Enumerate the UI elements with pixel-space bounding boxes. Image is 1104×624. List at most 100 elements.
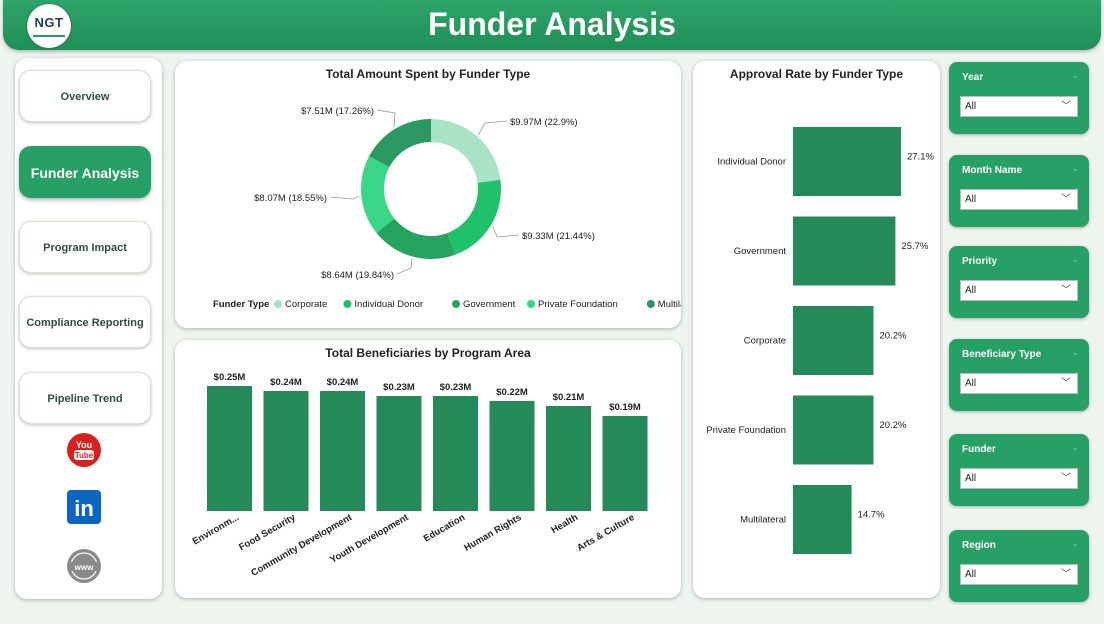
donut-legend-item: Government	[463, 299, 516, 310]
beneficiaries-data-label: $0.24M	[270, 377, 302, 388]
slicer-region: Region ⌄ All ﹀	[949, 530, 1089, 602]
nav-program-impact-button[interactable]: Program Impact	[19, 221, 151, 273]
website-icon-label: www	[74, 563, 94, 572]
beneficiaries-chart-panel: Total Beneficiaries by Program Area $0.2…	[175, 340, 681, 598]
legend-marker	[452, 300, 460, 308]
youtube-icon[interactable]: You Tube	[66, 432, 102, 468]
beneficiaries-data-label: $0.21M	[553, 392, 585, 403]
beneficiaries-data-label: $0.25M	[214, 372, 246, 383]
nav-compliance-reporting-button[interactable]: Compliance Reporting	[19, 296, 151, 348]
nav-pipeline-trend-button[interactable]: Pipeline Trend	[19, 372, 151, 424]
approval-category-label: Individual Donor	[717, 157, 786, 168]
approval-chart-panel: Approval Rate by Funder Type Individual …	[693, 61, 940, 598]
approval-bar	[793, 306, 874, 375]
beneficiaries-category-label: Human Rights	[462, 512, 523, 554]
chevron-down-icon[interactable]: ⌄	[1071, 254, 1079, 264]
slicer-month-dropdown[interactable]: All ﹀	[960, 189, 1078, 210]
donut-leader-line	[329, 195, 360, 200]
beneficiaries-bar	[320, 391, 365, 511]
logo-underline	[33, 35, 65, 37]
beneficiaries-bar	[546, 406, 591, 511]
approval-category-label: Multilateral	[740, 515, 786, 526]
donut-legend-item: Individual Donor	[354, 299, 423, 310]
slicer-priority: Priority ⌄ All ﹀	[949, 246, 1089, 318]
linkedin-icon[interactable]: in	[66, 489, 102, 525]
logo-text: NGT	[34, 15, 64, 30]
beneficiaries-category-label: Environm...	[191, 512, 241, 547]
donut-chart: $9.97M (22.9%) $9.33M (21.44%) $8.64M (19.…	[213, 106, 681, 310]
beneficiaries-data-label: $0.23M	[440, 382, 472, 393]
slicer-month-name: Month Name ⌄ All ﹀	[949, 155, 1089, 227]
slicer-year: Year ⌄ All ﹀	[949, 62, 1089, 134]
approval-bar	[793, 216, 896, 286]
donut-data-label: $7.51M (17.26%)	[301, 106, 374, 117]
approval-data-label: 14.7%	[858, 510, 885, 521]
donut-chart-title: Total Amount Spent by Funder Type	[325, 67, 531, 81]
donut-slice-government	[376, 218, 456, 259]
company-logo: NGT	[27, 4, 71, 48]
legend-marker	[646, 300, 655, 308]
donut-legend-item: Private Foundation	[538, 299, 618, 310]
slicer-beneficiary-dropdown[interactable]: All ﹀	[960, 373, 1078, 394]
beneficiaries-bar	[207, 386, 252, 511]
beneficiaries-bar	[263, 391, 309, 511]
chevron-down-icon[interactable]: ⌄	[1071, 347, 1079, 357]
youtube-icon-label-bottom: Tube	[75, 451, 94, 460]
nav-funder-analysis-button[interactable]: Funder Analysis	[19, 146, 151, 198]
page-title: Funder Analysis	[428, 6, 676, 42]
donut-data-label: $8.64M (19.84%)	[321, 270, 394, 281]
beneficiaries-category-label: Education	[422, 512, 467, 545]
nav-overview-button[interactable]: Overview	[19, 70, 151, 122]
slicer-region-label: Region	[962, 540, 996, 551]
beneficiaries-bar	[489, 401, 535, 511]
donut-leader-line	[376, 109, 396, 128]
beneficiaries-chart-title: Total Beneficiaries by Program Area	[325, 346, 531, 360]
slicer-year-label: Year	[962, 72, 984, 83]
donut-chart-panel: Total Amount Spent by Funder Type $9.97M…	[175, 61, 681, 328]
chevron-down-icon[interactable]: ⌄	[1071, 538, 1079, 548]
slicer-funder-value: All	[965, 473, 977, 484]
beneficiaries-bar	[602, 416, 648, 511]
donut-slice-corporate	[431, 119, 501, 183]
slicer-priority-dropdown[interactable]: All ﹀	[960, 280, 1078, 301]
chevron-down-icon: ﹀	[1061, 378, 1071, 389]
approval-data-label: 20.2%	[880, 420, 907, 431]
chevron-down-icon: ﹀	[1061, 194, 1071, 205]
slicer-funder-label: Funder	[962, 444, 996, 455]
chevron-down-icon[interactable]: ⌄	[1071, 163, 1079, 173]
donut-leader-line	[396, 258, 413, 275]
header-bar: NGT Funder Analysis	[3, 0, 1101, 50]
chevron-down-icon: ﹀	[1061, 101, 1071, 112]
beneficiaries-category-label: Health	[549, 512, 580, 536]
donut-leader-line	[492, 225, 520, 238]
donut-data-label: $9.33M (21.44%)	[522, 231, 595, 242]
donut-slice-multilateral	[369, 119, 431, 168]
donut-data-label: $8.07M (18.55%)	[254, 193, 327, 204]
website-icon[interactable]: www	[66, 548, 102, 584]
slicer-priority-value: All	[965, 285, 977, 296]
slicer-region-dropdown[interactable]: All ﹀	[960, 564, 1078, 585]
approval-bar	[793, 485, 852, 554]
legend-marker	[274, 300, 282, 308]
approval-bar-chart: Individual Donor 27.1% Government 25.7% Corp…	[706, 127, 934, 554]
donut-legend-item: Multilateral	[658, 299, 681, 310]
chevron-down-icon[interactable]: ⌄	[1071, 442, 1079, 452]
slicer-month-value: All	[965, 194, 977, 205]
slicer-month-label: Month Name	[962, 165, 1022, 176]
slicer-priority-label: Priority	[962, 256, 998, 267]
donut-slice-individual-donor	[447, 179, 501, 255]
approval-bar	[793, 395, 874, 465]
beneficiaries-data-label: $0.23M	[383, 382, 415, 393]
approval-bar	[793, 127, 901, 196]
beneficiaries-data-label: $0.22M	[496, 387, 528, 398]
approval-category-label: Private Foundation	[706, 425, 786, 436]
beneficiaries-data-label: $0.19M	[609, 402, 641, 413]
slicer-year-dropdown[interactable]: All ﹀	[960, 96, 1078, 117]
donut-leader-line	[478, 120, 508, 136]
slicer-funder-dropdown[interactable]: All ﹀	[960, 468, 1078, 489]
slicer-beneficiary-label: Beneficiary Type	[962, 349, 1042, 360]
donut-legend-item: Corporate	[285, 299, 327, 310]
approval-data-label: 20.2%	[880, 331, 907, 342]
chevron-down-icon[interactable]: ⌄	[1071, 70, 1079, 80]
